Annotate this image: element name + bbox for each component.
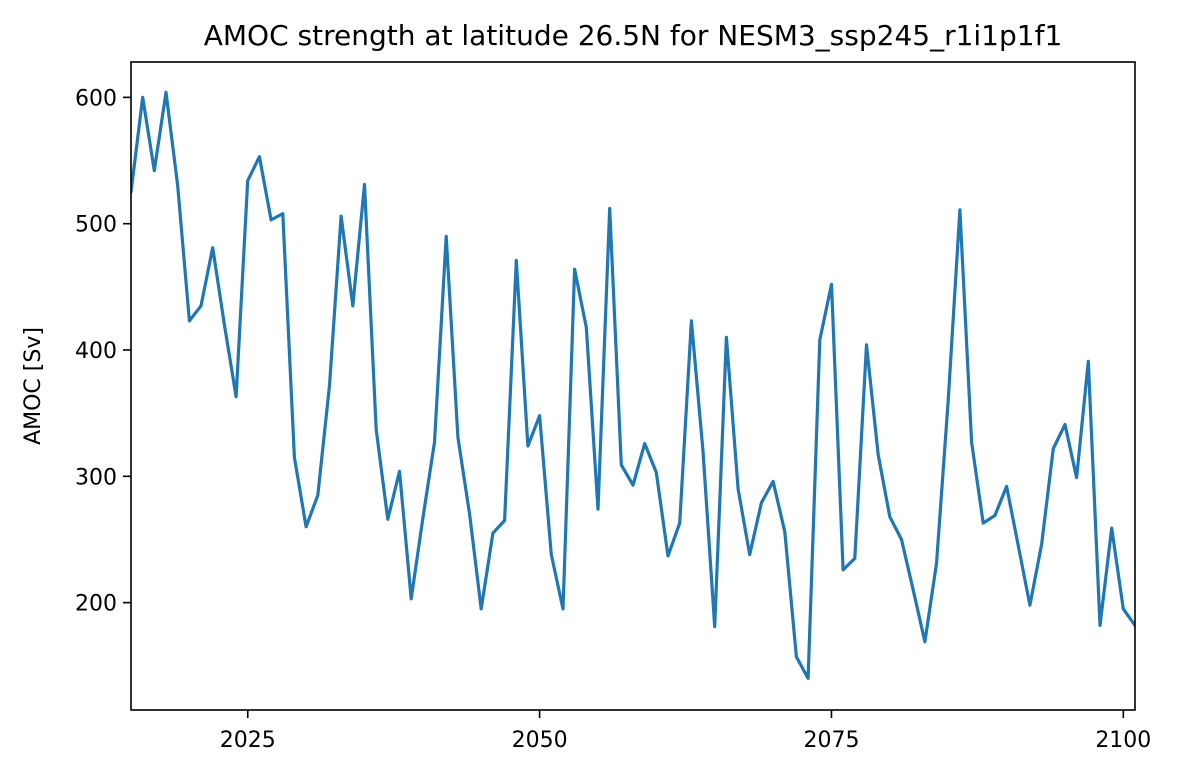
- series-line: [131, 90, 1135, 681]
- x-axis-ticks: 2025 2050 2075 2100: [220, 710, 1151, 753]
- plot-area: [130, 61, 1136, 711]
- axes-frame: [130, 61, 1136, 711]
- y-tick-label: 600: [75, 86, 117, 111]
- x-tick-label: 2050: [512, 728, 568, 753]
- chart-title: AMOC strength at latitude 26.5N for NESM…: [204, 19, 1063, 52]
- x-tick-label: 2075: [803, 728, 859, 753]
- y-axis-label: AMOC [Sv]: [21, 327, 46, 445]
- x-tick-label: 2100: [1095, 728, 1151, 753]
- x-tick-label: 2025: [220, 728, 276, 753]
- y-tick-label: 400: [75, 339, 117, 364]
- y-tick-label: 500: [75, 213, 117, 238]
- y-tick-label: 200: [75, 592, 117, 617]
- y-tick-label: 300: [75, 465, 117, 490]
- y-axis-ticks: 200 300 400 500 600: [75, 86, 131, 617]
